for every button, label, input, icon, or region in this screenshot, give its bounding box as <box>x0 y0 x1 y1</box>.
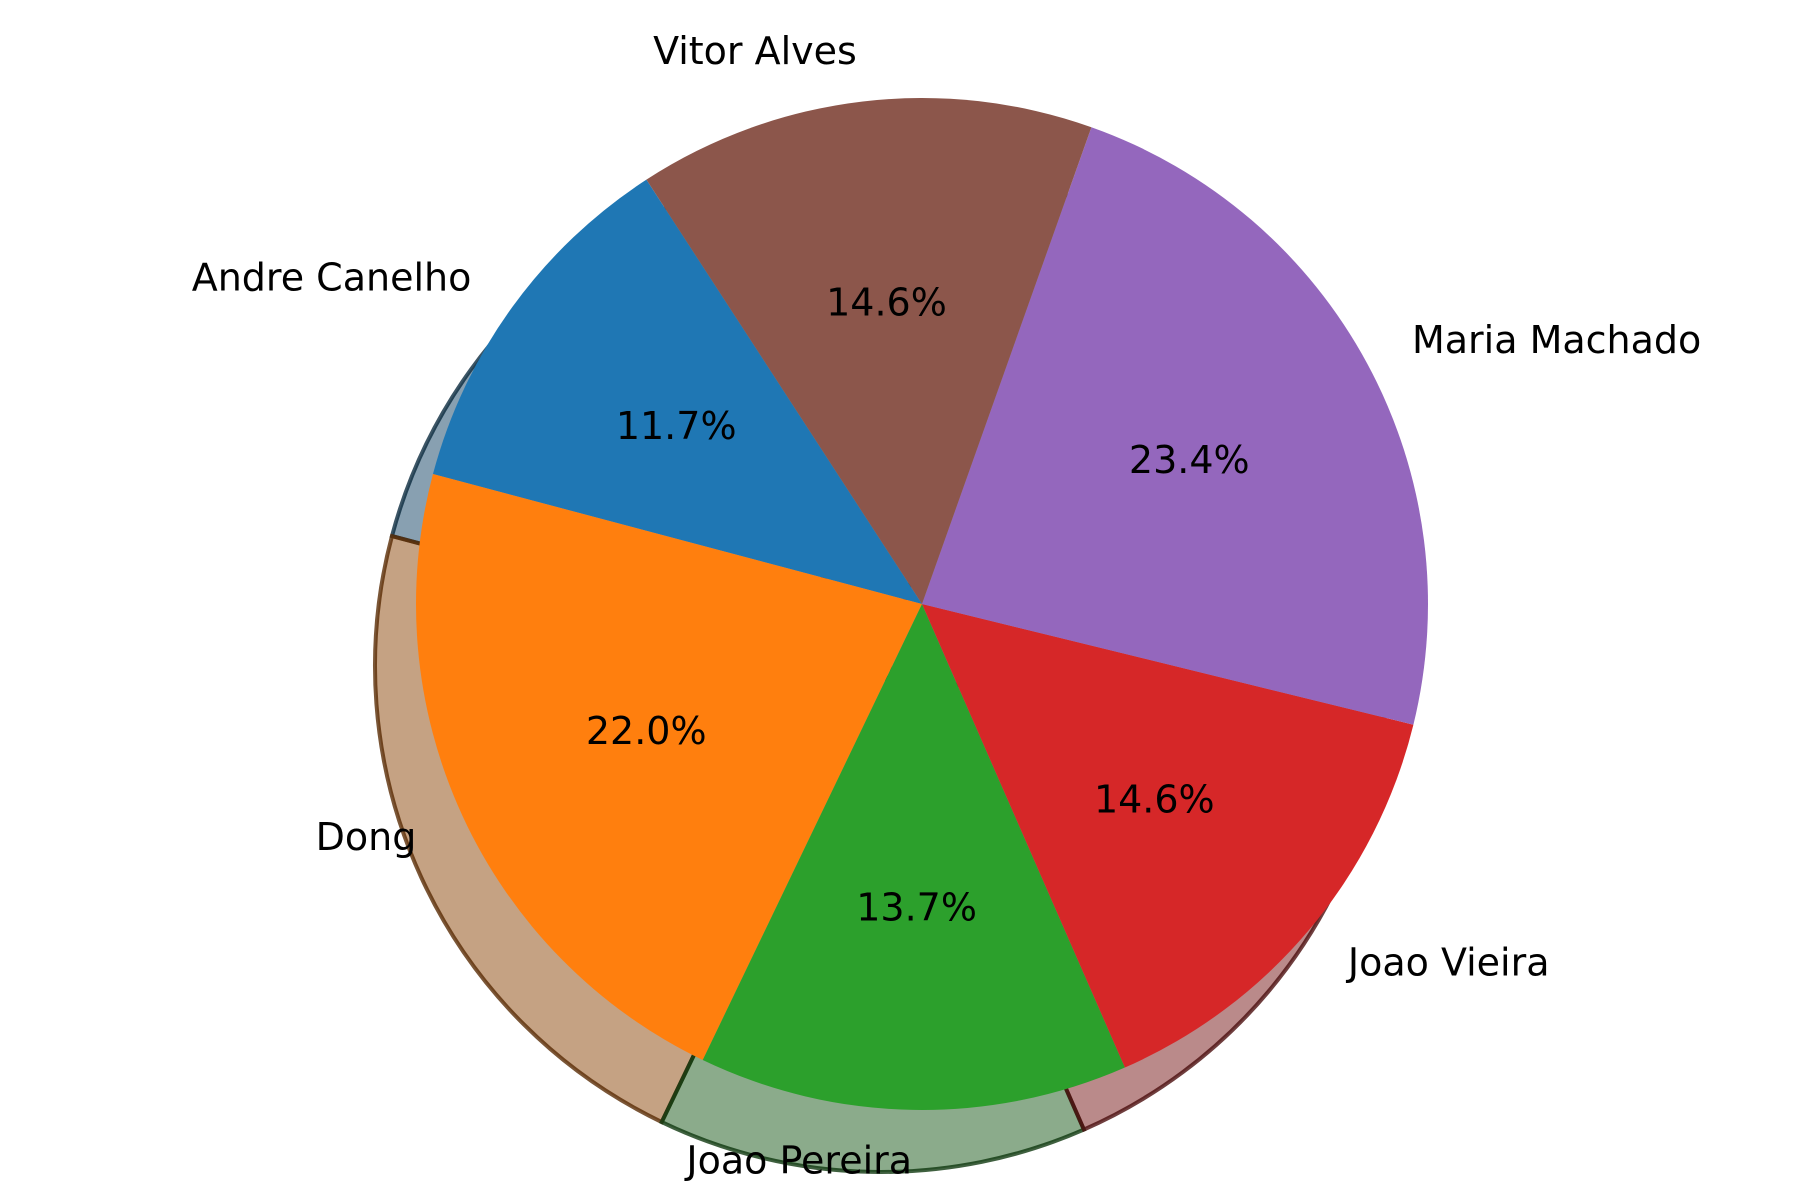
slice-label-joao-vieira: Joao Vieira <box>1346 940 1550 984</box>
slice-label-vitor-alves: Vitor Alves <box>653 29 857 73</box>
slice-label-maria-machado: Maria Machado <box>1412 318 1701 362</box>
pie-slice-joao-pereira <box>702 604 1125 1110</box>
pie-slice-vitor-alves <box>646 97 1092 604</box>
slice-label-andre-canelho: Andre Canelho <box>192 255 472 299</box>
pie-slice-joao-vieira <box>922 604 1414 1068</box>
pct-label-vitor-alves: 14.6% <box>826 280 947 324</box>
pct-label-joao-pereira: 13.7% <box>856 886 977 930</box>
pct-label-dong: 22.0% <box>586 709 707 753</box>
pct-label-maria-machado: 23.4% <box>1129 438 1250 482</box>
pct-label-andre-canelho: 11.7% <box>616 404 737 448</box>
slice-label-joao-pereira: Joao Pereira <box>684 1139 912 1183</box>
pie-slice-andre-canelho <box>432 179 922 604</box>
pct-label-joao-vieira: 14.6% <box>1094 777 1215 821</box>
slice-layer <box>416 97 1428 1110</box>
slice-label-dong: Dong <box>316 815 417 859</box>
label-layer: Andre Canelho 11.7% Dong 22.0% Joao Pereira 1… <box>192 29 1702 1182</box>
pie-slice-maria-machado <box>922 127 1428 725</box>
pie-slice-dong <box>416 474 922 1061</box>
